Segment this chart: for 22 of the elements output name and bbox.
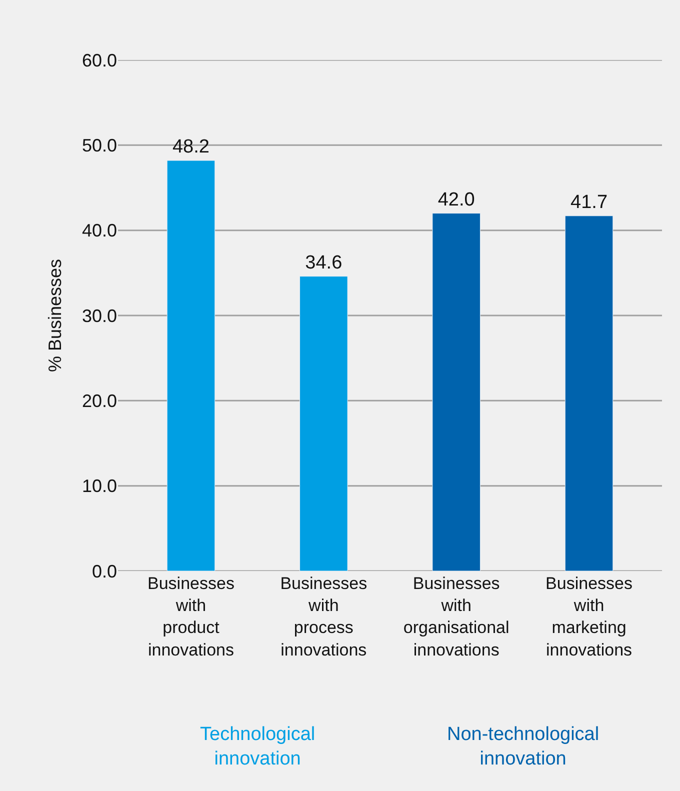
bar	[166, 160, 216, 571]
bar	[564, 216, 614, 571]
y-tick-label: 50.0	[82, 135, 117, 156]
data-label: 34.6	[305, 252, 342, 274]
data-label: 41.7	[570, 192, 608, 213]
data-label: 48.2	[172, 136, 210, 158]
bar	[432, 213, 480, 571]
bar	[300, 276, 348, 571]
y-axis-title: % Businesses	[45, 258, 66, 372]
x-tick-label: Businesses with organisational innovations	[403, 574, 510, 660]
x-tick-label: Businesses with process innovations	[280, 574, 368, 660]
y-tick-label: 30.0	[82, 306, 117, 326]
y-tick-label: 40.0	[82, 220, 117, 241]
x-tick-label: Businesses with product innovations	[148, 574, 234, 660]
y-tick-label: 10.0	[82, 476, 117, 496]
y-tick-label: 0.0	[92, 561, 117, 582]
data-label: 42.0	[438, 189, 475, 210]
x-tick-label: Businesses with marketing innovations	[546, 574, 632, 660]
y-tick-label: 60.0	[82, 50, 117, 70]
text: Technological innovation	[200, 724, 316, 770]
text: Non-technological innovation	[447, 724, 600, 770]
y-tick-label: 20.0	[82, 390, 117, 411]
